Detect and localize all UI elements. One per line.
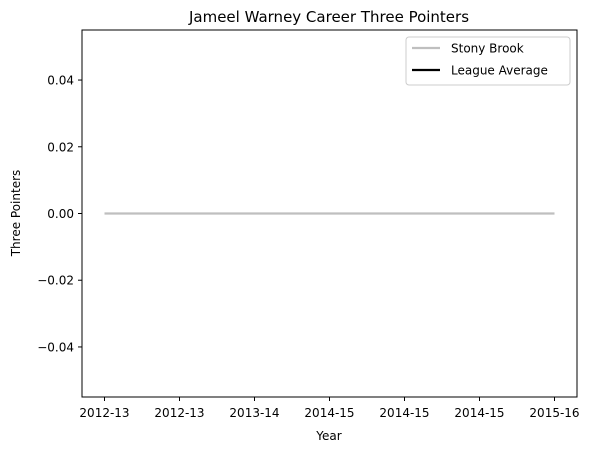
y-axis-ticks: −0.04 −0.02 0.00 0.02 0.04: [37, 74, 82, 354]
plot-area: [81, 29, 578, 398]
legend-label-stony-brook: Stony Brook: [451, 42, 524, 56]
x-tick-label: 2015-16: [529, 406, 579, 420]
legend: Stony Brook League Average: [405, 36, 571, 86]
x-axis-ticks: 2012-13 2012-13 2013-14 2014-15 2014-15 2014-…: [79, 397, 580, 420]
legend-box: [405, 36, 571, 86]
y-tick-label: −0.02: [37, 274, 74, 288]
legend-label-league-average: League Average: [451, 64, 548, 78]
y-tick-label: 0.02: [47, 140, 74, 154]
x-tick-label: 2014-15: [454, 406, 504, 420]
y-axis-label: Three Pointers: [9, 170, 23, 258]
x-tick-label: 2013-14: [229, 406, 279, 420]
x-tick-label: 2012-13: [154, 406, 204, 420]
chart-title: Jameel Warney Career Three Pointers: [188, 8, 469, 26]
y-tick-label: −0.04: [37, 340, 74, 354]
x-axis-label: Year: [315, 429, 341, 443]
y-tick-label: 0.04: [47, 74, 74, 88]
y-tick-label: 0.00: [47, 207, 74, 221]
x-tick-label: 2014-15: [379, 406, 429, 420]
x-tick-label: 2012-13: [79, 406, 129, 420]
x-tick-label: 2014-15: [304, 406, 354, 420]
